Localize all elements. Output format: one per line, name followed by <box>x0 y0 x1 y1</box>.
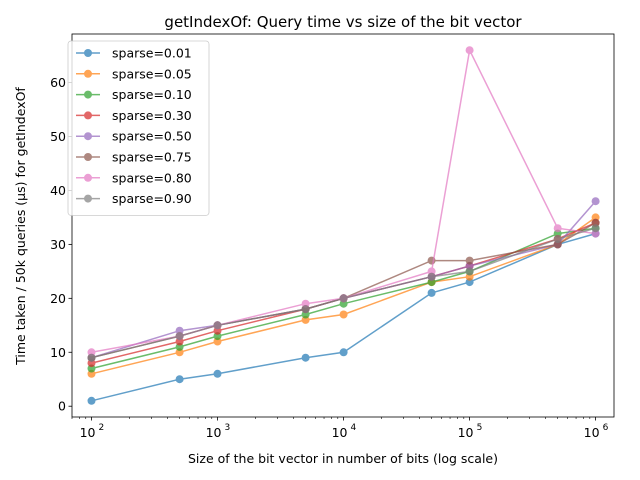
y-tick-label: 20 <box>50 291 66 306</box>
plot-frame <box>71 33 615 418</box>
legend-marker <box>76 69 100 78</box>
y-axis-label: Time taken / 50k queries (µs) for getInd… <box>13 87 28 366</box>
data-point <box>339 348 348 357</box>
chart-title: getIndexOf: Query time vs size of the bi… <box>164 13 522 31</box>
y-tick-label: 0 <box>58 399 66 414</box>
legend-item: sparse=0.80 <box>76 170 192 185</box>
legend-label: sparse=0.05 <box>112 66 192 81</box>
data-point <box>427 288 436 297</box>
legend-item: sparse=0.05 <box>76 66 192 81</box>
data-point <box>339 310 348 319</box>
series-layer <box>87 46 600 405</box>
legend-marker <box>76 132 100 141</box>
data-point <box>301 305 310 314</box>
series-line <box>91 200 597 359</box>
data-point <box>465 46 474 55</box>
series-line <box>91 222 596 364</box>
legend-item: sparse=0.10 <box>76 87 192 102</box>
y-tick-label: 10 <box>50 345 66 360</box>
plot-area <box>71 33 615 418</box>
y-tick-label: 40 <box>50 183 66 198</box>
x-axis: 10 2 10 3 10 4 10 5 10 6 <box>71 417 609 440</box>
series-sparse=0.50 <box>87 197 600 362</box>
legend-label: sparse=0.50 <box>112 129 192 144</box>
legend: sparse=0.01 sparse=0.05 sparse=0.10 sparse=… <box>67 40 210 216</box>
data-point <box>213 321 222 330</box>
x-tick-label: 10 <box>584 425 600 440</box>
legend-marker <box>76 173 100 182</box>
data-point <box>175 332 184 341</box>
data-point <box>465 256 474 265</box>
legend-label: sparse=0.80 <box>112 170 192 185</box>
series-line <box>91 222 596 359</box>
x-tick-label: 10 <box>80 425 96 440</box>
x-tick-label: 10 <box>206 425 222 440</box>
data-point <box>87 396 96 405</box>
y-axis: 0 10 20 30 40 50 60 <box>50 75 72 414</box>
legend-marker <box>76 153 100 161</box>
data-point <box>591 197 600 206</box>
legend-label: sparse=0.75 <box>112 150 192 165</box>
data-point <box>213 369 222 378</box>
data-point <box>465 267 474 276</box>
y-tick-label: 50 <box>50 129 66 144</box>
legend-label: sparse=0.90 <box>112 191 192 206</box>
x-tick-label: 10 <box>458 425 474 440</box>
legend-item: sparse=0.50 <box>76 129 192 144</box>
y-tick-label: 60 <box>50 75 66 90</box>
legend-item: sparse=0.90 <box>76 191 192 206</box>
legend-marker <box>76 111 100 120</box>
x-tick-exponent: 5 <box>477 423 483 433</box>
data-point <box>553 224 562 233</box>
legend-marker <box>76 90 100 99</box>
series-sparse=0.30 <box>87 218 600 368</box>
legend-label: sparse=0.30 <box>112 108 192 123</box>
legend-label: sparse=0.01 <box>112 46 192 61</box>
x-tick-label: 10 <box>332 425 348 440</box>
data-point <box>339 294 348 303</box>
legend-item: sparse=0.30 <box>76 108 192 123</box>
legend-box <box>67 40 210 216</box>
data-point <box>553 235 562 243</box>
x-axis-label: Size of the bit vector in number of bits… <box>188 451 498 466</box>
data-point <box>175 375 184 384</box>
legend-marker <box>76 194 100 203</box>
legend-item: sparse=0.01 <box>76 46 192 61</box>
legend-marker <box>76 49 100 57</box>
y-tick-label: 30 <box>50 237 66 252</box>
series-sparse=0.90 <box>87 224 600 362</box>
x-tick-exponent: 4 <box>351 423 357 433</box>
x-tick-exponent: 2 <box>99 423 105 433</box>
x-tick-exponent: 3 <box>225 423 231 433</box>
data-point <box>427 272 436 281</box>
legend-label: sparse=0.10 <box>112 87 192 102</box>
x-tick-exponent: 6 <box>603 423 609 433</box>
data-point <box>301 353 310 362</box>
data-point <box>87 353 96 362</box>
legend-item: sparse=0.75 <box>76 150 192 165</box>
data-point <box>591 224 600 233</box>
